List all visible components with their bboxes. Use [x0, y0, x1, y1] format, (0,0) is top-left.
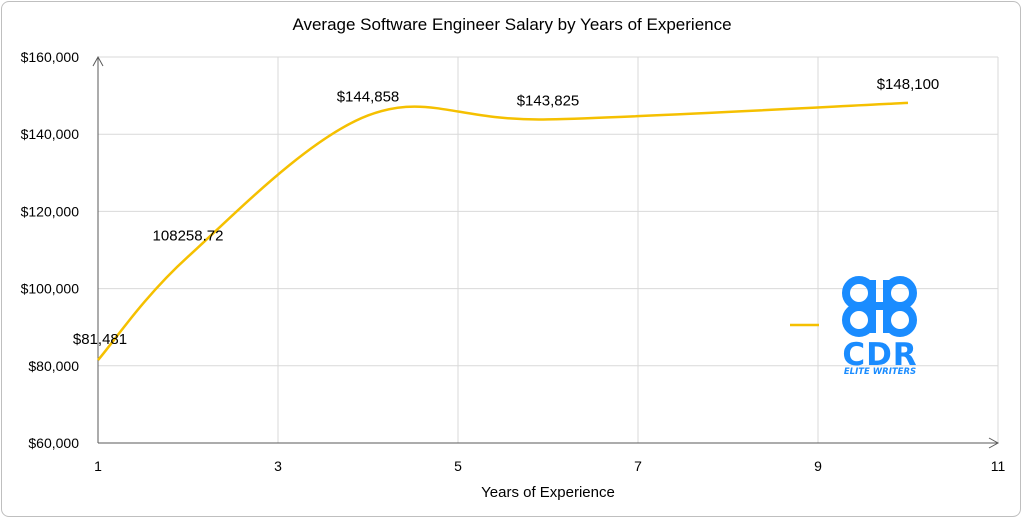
y-tick-label: $80,000 [28, 358, 79, 374]
x-tick-label: 9 [814, 458, 822, 474]
y-tick-label: $100,000 [21, 281, 80, 297]
cdr-logo: CDR ELITE WRITERS [842, 276, 917, 377]
tick-labels: $60,000 $80,000 $100,000 $120,000 $140,000 $1… [21, 49, 1006, 474]
x-axis-arrow [988, 437, 1000, 449]
series-layer [97, 101, 909, 361]
data-label: $148,100 [877, 76, 940, 93]
x-tick-label: 11 [991, 458, 1006, 474]
logo-text: CDR [842, 337, 917, 373]
data-labels: $81,481 108258.72 $144,858 $143,825 $148,100 [73, 76, 939, 348]
data-label: 108258.72 [153, 228, 224, 245]
logo-subtext: ELITE WRITERS [844, 367, 916, 377]
y-tick-label: $60,000 [28, 435, 79, 451]
data-label: $144,858 [337, 88, 400, 105]
y-tick-label: $160,000 [21, 49, 80, 65]
command-key-icon [842, 276, 917, 337]
axes [92, 55, 1000, 449]
series-line [97, 101, 909, 361]
chart-title: Average Software Engineer Salary by Year… [292, 15, 731, 34]
x-tick-label: 3 [274, 458, 282, 474]
x-tick-label: 1 [94, 458, 102, 474]
x-axis-label: Years of Experience [481, 484, 615, 501]
gridlines [98, 56, 999, 443]
data-label: $81,481 [73, 331, 127, 348]
x-tick-label: 7 [634, 458, 642, 474]
data-label: $143,825 [517, 92, 580, 109]
x-tick-label: 5 [454, 458, 462, 474]
y-tick-label: $120,000 [21, 203, 80, 219]
y-axis-arrow [92, 55, 104, 67]
y-tick-label: $140,000 [21, 126, 80, 142]
